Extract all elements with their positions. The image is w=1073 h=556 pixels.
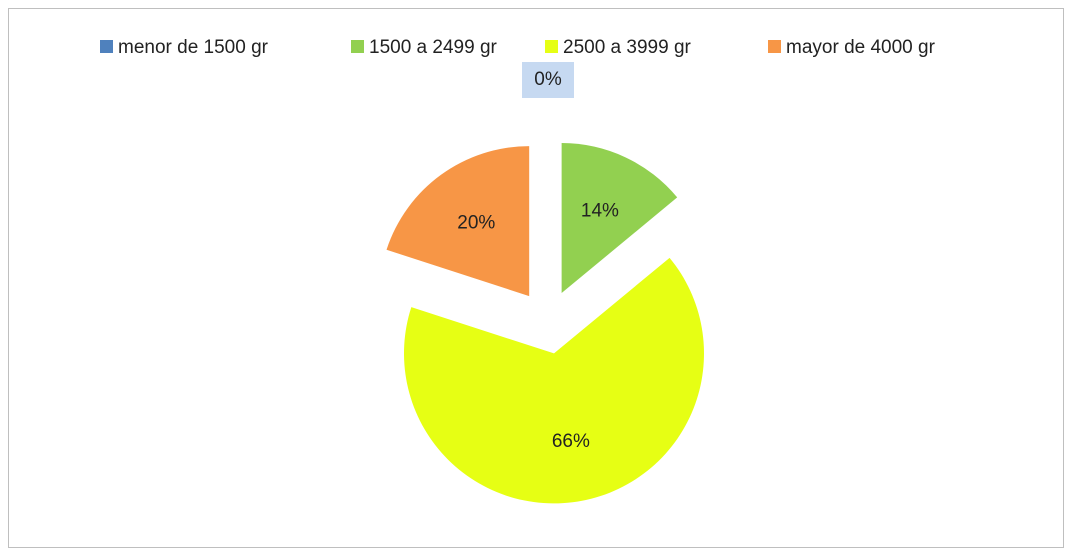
data-label: 14% [581, 201, 619, 222]
legend-label: mayor de 4000 gr [786, 37, 936, 58]
legend-label: menor de 1500 gr [118, 37, 269, 58]
pie-slice [386, 146, 530, 297]
legend-swatch [545, 40, 558, 53]
legend-swatch [100, 40, 113, 53]
legend-swatch [768, 40, 781, 53]
legend-label: 2500 a 3999 gr [563, 37, 692, 58]
legend-label: 1500 a 2499 gr [369, 37, 498, 58]
data-label: 20% [457, 212, 495, 233]
pie-slice [561, 143, 678, 294]
pie-slice [403, 257, 704, 504]
legend-swatch [351, 40, 364, 53]
data-label: 66% [552, 431, 590, 452]
label-box [522, 62, 574, 98]
data-label: 0% [534, 69, 562, 90]
